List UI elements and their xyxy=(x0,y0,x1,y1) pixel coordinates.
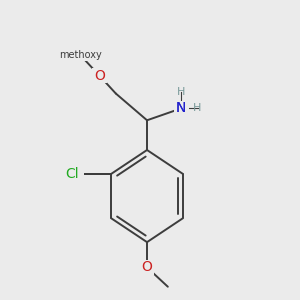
Bar xyxy=(64,49,97,61)
Text: H: H xyxy=(194,103,202,113)
Bar xyxy=(61,166,84,181)
Text: N: N xyxy=(176,101,186,116)
Text: H: H xyxy=(177,87,185,97)
Bar xyxy=(140,260,154,275)
Text: Cl: Cl xyxy=(66,167,79,181)
Bar xyxy=(175,102,188,115)
Text: O: O xyxy=(142,260,152,274)
Text: N: N xyxy=(176,101,186,116)
Text: O: O xyxy=(94,69,105,83)
Bar xyxy=(92,68,107,83)
Bar xyxy=(174,101,189,116)
Text: methoxy: methoxy xyxy=(59,50,101,60)
